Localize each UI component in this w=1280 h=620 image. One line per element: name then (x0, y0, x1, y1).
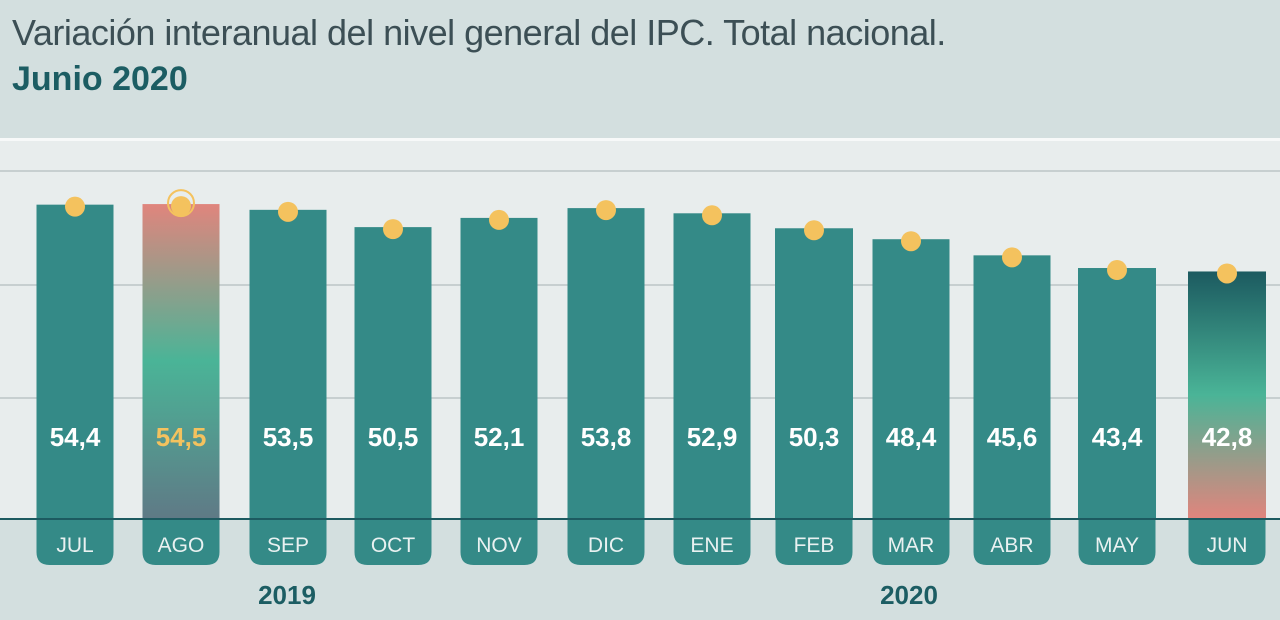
category-label-nov: NOV (476, 534, 522, 557)
category-label-mar: MAR (888, 534, 935, 557)
value-label-may: 43,4 (1092, 422, 1143, 452)
category-label-dic: DIC (588, 534, 624, 557)
category-tab-ene (673, 520, 751, 565)
marker-mar (901, 231, 921, 252)
category-tab-feb (775, 520, 853, 565)
marker-ene (702, 205, 722, 226)
bar-feb (775, 228, 853, 518)
marker-jul (65, 196, 85, 217)
category-label-jul: JUL (56, 534, 93, 557)
year-label-2020: 2020 (880, 580, 938, 610)
value-label-ene: 52,9 (687, 422, 738, 452)
category-tab-oct (354, 520, 432, 565)
chart-title: Variación interanual del nivel general d… (12, 12, 946, 53)
value-label-mar: 48,4 (886, 422, 937, 452)
value-label-ago: 54,5 (156, 422, 207, 452)
marker-sep (278, 201, 298, 222)
chart-header: Variación interanual del nivel general d… (0, 0, 1280, 138)
bar-oct (354, 227, 432, 518)
bar-abr (973, 255, 1051, 518)
category-label-jun: JUN (1207, 534, 1248, 557)
bar-may (1078, 268, 1156, 518)
value-label-feb: 50,3 (789, 422, 840, 452)
bar-mar (872, 239, 950, 518)
bars: 54,4 JUL 54,5 AGO 53,5 SEP 50,5 OCT 52,1 NOV 53,8 D… (0, 189, 1280, 565)
category-label-ene: ENE (690, 534, 733, 557)
marker-nov (489, 209, 509, 230)
marker-oct (383, 219, 403, 240)
value-label-sep: 53,5 (263, 422, 314, 452)
marker-dic (596, 200, 616, 221)
category-tab-may (1078, 520, 1156, 565)
category-label-ago: AGO (158, 534, 205, 557)
category-tab-jun (1188, 520, 1266, 565)
category-tab-ago (142, 520, 220, 565)
category-label-abr: ABR (990, 534, 1033, 557)
year-label-2019: 2019 (258, 580, 316, 610)
bar-jun (1188, 271, 1266, 518)
value-label-jul: 54,4 (50, 422, 101, 452)
bar-ago (142, 204, 220, 518)
value-label-dic: 53,8 (581, 422, 632, 452)
bar-ene (673, 213, 751, 518)
category-tab-jul (36, 520, 114, 565)
bar-dic (567, 208, 645, 518)
bar-jul (36, 204, 114, 518)
category-label-sep: SEP (267, 534, 309, 557)
value-label-jun: 42,8 (1202, 422, 1253, 452)
category-label-oct: OCT (371, 534, 416, 557)
marker-ago (171, 196, 191, 217)
marker-feb (804, 220, 824, 241)
category-tab-nov (460, 520, 538, 565)
value-label-abr: 45,6 (987, 422, 1038, 452)
bar-sep (249, 209, 327, 518)
bar-nov (460, 217, 538, 519)
marker-may (1107, 260, 1127, 281)
marker-jun (1217, 263, 1237, 284)
marker-abr (1002, 247, 1022, 268)
category-tab-dic (567, 520, 645, 565)
category-label-feb: FEB (794, 534, 835, 557)
value-label-oct: 50,5 (368, 422, 419, 452)
category-label-may: MAY (1095, 534, 1139, 557)
category-tab-abr (973, 520, 1051, 565)
category-tab-sep (249, 520, 327, 565)
value-label-nov: 52,1 (474, 422, 525, 452)
category-tab-mar (872, 520, 950, 565)
chart-subtitle: Junio 2020 (12, 60, 188, 98)
